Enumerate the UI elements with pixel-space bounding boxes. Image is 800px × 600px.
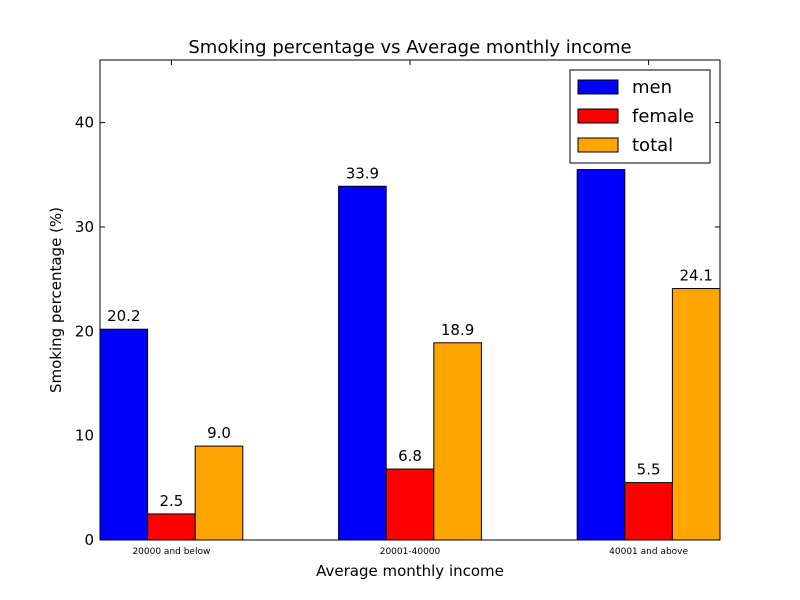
legend-label-total: total — [632, 135, 673, 156]
plot-frame — [99, 59, 721, 541]
legend: men female total — [569, 69, 711, 164]
y-axis-label: Smoking percentage (%) — [47, 207, 65, 393]
data-label: 20.2 — [107, 307, 140, 325]
bar-men-1 — [338, 185, 387, 540]
legend-swatch-men — [577, 79, 619, 95]
bar-total-0 — [194, 445, 244, 540]
legend-swatch-female — [577, 108, 619, 124]
bar-female-0 — [147, 513, 196, 540]
bar-female-1 — [385, 468, 435, 540]
y-tick-label: 0 — [84, 531, 94, 549]
bar-female-2 — [624, 482, 673, 540]
data-label: 6.8 — [398, 447, 422, 465]
data-label: 33.9 — [346, 164, 379, 182]
data-label: 18.9 — [441, 321, 474, 339]
y-tick-label: 30 — [75, 218, 94, 236]
bar-men-0 — [100, 328, 149, 540]
legend-swatch-total — [577, 137, 619, 153]
data-label: 9.0 — [207, 424, 231, 442]
axis-ticks: 0 10 20 30 40 20000 and below 20001-40000 40001… — [75, 60, 720, 557]
bar-men-2 — [576, 169, 626, 540]
x-tick-label: 20001-40000 — [380, 547, 441, 557]
chart-title: Smoking percentage vs Average monthly in… — [188, 37, 631, 58]
x-tick-label: 40001 and above — [609, 547, 688, 557]
bar-total-1 — [433, 342, 482, 540]
data-label: 5.5 — [637, 461, 661, 479]
y-tick-label: 20 — [75, 322, 94, 340]
bar-total-2 — [671, 288, 720, 540]
legend-label-female: female — [632, 106, 694, 127]
y-tick-label: 10 — [75, 427, 94, 445]
data-label: 2.5 — [159, 492, 183, 510]
data-label: 24.1 — [679, 267, 712, 285]
x-tick-label: 20000 and below — [132, 547, 210, 557]
x-axis-label: Average monthly income — [316, 562, 504, 580]
y-tick-label: 40 — [75, 114, 94, 132]
data-labels: 20.2 33.9 2.5 6.8 5.5 9.0 18.9 24.1 — [107, 164, 713, 510]
legend-label-men: men — [632, 77, 672, 98]
bars — [100, 169, 720, 540]
